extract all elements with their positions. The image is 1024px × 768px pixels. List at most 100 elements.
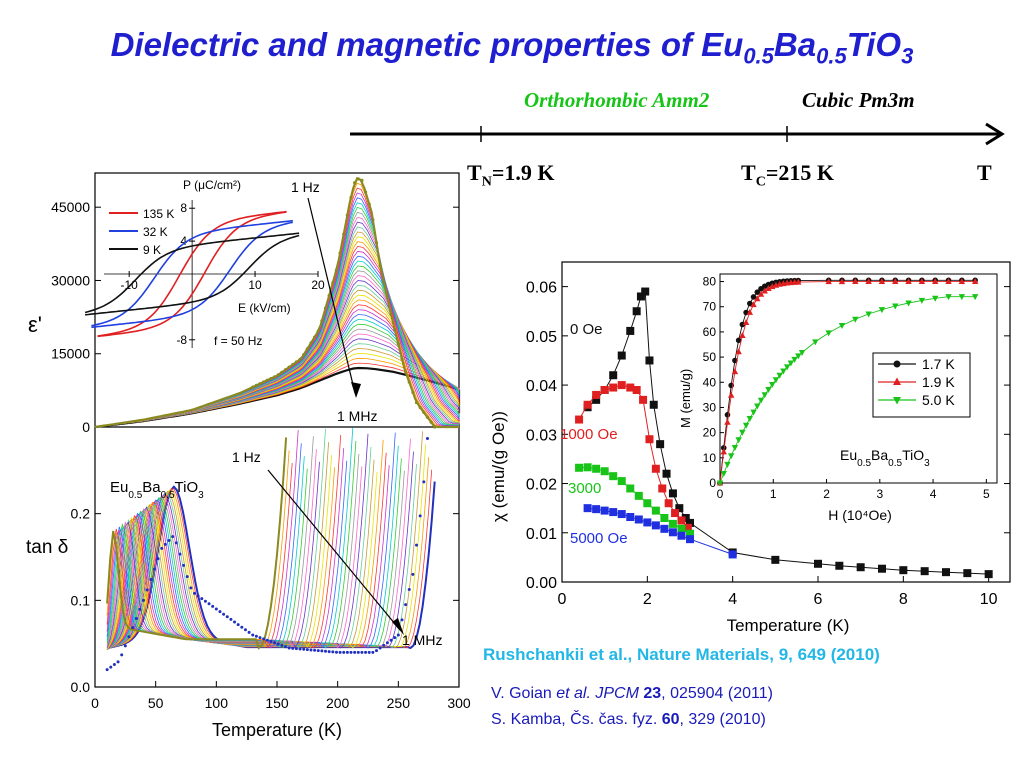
hyst-loop-32k xyxy=(91,221,293,329)
m-point xyxy=(865,311,872,318)
chi-point xyxy=(658,484,667,493)
m-point xyxy=(945,278,952,285)
tan-point xyxy=(280,643,284,647)
tan-point xyxy=(374,649,378,653)
m-point xyxy=(838,322,846,329)
tan-point xyxy=(411,572,415,576)
eps-point xyxy=(389,312,393,316)
m-ytick-label: 80 xyxy=(703,275,717,289)
reference-rushchanskii: Rushchankii et al., Nature Materials, 9,… xyxy=(483,645,880,664)
eps-frequency-arrow xyxy=(307,197,356,394)
t-axis-label: T xyxy=(977,160,992,185)
m-point xyxy=(716,480,724,487)
tan-point xyxy=(378,646,382,650)
eps-ytick-label: 45000 xyxy=(51,199,90,215)
tan-point xyxy=(240,625,244,629)
tan-point xyxy=(138,607,142,611)
tan-point xyxy=(396,633,400,637)
chi-point xyxy=(920,567,929,576)
title-sub-3: 3 xyxy=(901,43,914,69)
chi-point xyxy=(728,550,737,559)
tan-point xyxy=(225,615,229,619)
m-legend-marker xyxy=(893,397,901,405)
eps-point xyxy=(327,293,331,298)
chi-point xyxy=(626,484,635,493)
eps-point xyxy=(262,380,266,384)
tan-point xyxy=(127,635,131,639)
tan-point xyxy=(276,642,280,646)
tan-point xyxy=(189,586,193,590)
eps-point xyxy=(404,370,408,374)
m-point xyxy=(735,348,742,355)
chi-point xyxy=(664,499,673,508)
eps-point xyxy=(367,202,371,206)
eps-point xyxy=(269,376,273,381)
eps-point xyxy=(313,335,317,339)
m-point xyxy=(735,437,742,444)
slide-title: Dielectric and magnetic properties of Eu… xyxy=(0,26,1024,70)
eps-point xyxy=(411,390,415,394)
tc-label: TC=215 K xyxy=(741,160,834,190)
chi-point xyxy=(634,515,643,524)
eps-point xyxy=(291,362,295,367)
m-point xyxy=(918,297,926,304)
m-point xyxy=(735,337,742,344)
hyst-ytick-label: 4 xyxy=(180,234,187,248)
chi-point xyxy=(643,518,652,527)
m-xtick-label: 1 xyxy=(770,487,777,501)
tan-point xyxy=(251,633,255,637)
tan-point xyxy=(123,644,127,648)
m-point xyxy=(765,386,772,393)
hyst-xtick-label: 20 xyxy=(311,278,325,292)
chi-ytick-label: 0.06 xyxy=(526,280,557,297)
eps-point xyxy=(323,306,328,310)
tan-ytick-label: 0.0 xyxy=(71,679,91,695)
tan-point xyxy=(345,650,349,654)
eps-point xyxy=(276,373,280,377)
hyst-legend-label: 32 K xyxy=(143,225,168,239)
eps-series-line xyxy=(94,226,460,428)
tan-point xyxy=(229,617,233,621)
chi-point xyxy=(626,326,635,335)
tan-point xyxy=(243,628,247,632)
chi-ytick-label: 0.03 xyxy=(526,427,557,444)
hyst-xlabel: E (kV/cm) xyxy=(238,301,291,315)
tan-point xyxy=(145,588,149,592)
m-point xyxy=(757,397,765,404)
m-xtick-label: 5 xyxy=(983,487,990,501)
tan-xlabel: Temperature (K) xyxy=(212,720,342,740)
chi-point xyxy=(592,505,601,514)
chi-point xyxy=(814,559,822,568)
chi-point xyxy=(609,508,618,517)
eps-point xyxy=(433,425,437,429)
chi-point xyxy=(651,506,660,515)
hyst-loop-135k xyxy=(97,210,287,337)
chi-point xyxy=(583,504,592,513)
temperature-arrow xyxy=(350,122,1005,146)
m-point xyxy=(776,372,783,379)
tan-point xyxy=(316,649,320,653)
chi-point xyxy=(592,464,601,473)
title-main-text: Dielectric and magnetic properties of Eu xyxy=(110,26,744,63)
tan-point xyxy=(222,612,226,616)
chi-point xyxy=(683,523,692,532)
tan-xtick-label: 200 xyxy=(326,695,350,711)
hyst-ytick-label: -8 xyxy=(176,333,187,347)
eps-point xyxy=(305,347,309,351)
m-ytick-label: 60 xyxy=(703,325,717,339)
chi-point xyxy=(645,435,654,444)
m-point xyxy=(754,289,761,295)
tan-point xyxy=(156,557,160,561)
chi-point xyxy=(632,386,641,394)
m-point xyxy=(754,403,761,410)
m-point xyxy=(838,278,846,285)
m-point xyxy=(852,316,859,323)
eps-point xyxy=(360,178,364,182)
chi-point xyxy=(835,561,844,570)
m-point xyxy=(724,418,731,425)
eps-point xyxy=(393,327,397,331)
eps-point xyxy=(302,353,306,357)
phase-cubic-label: Cubic Pm3m xyxy=(802,88,915,112)
tan-point xyxy=(415,543,419,547)
tan-point xyxy=(196,594,200,598)
